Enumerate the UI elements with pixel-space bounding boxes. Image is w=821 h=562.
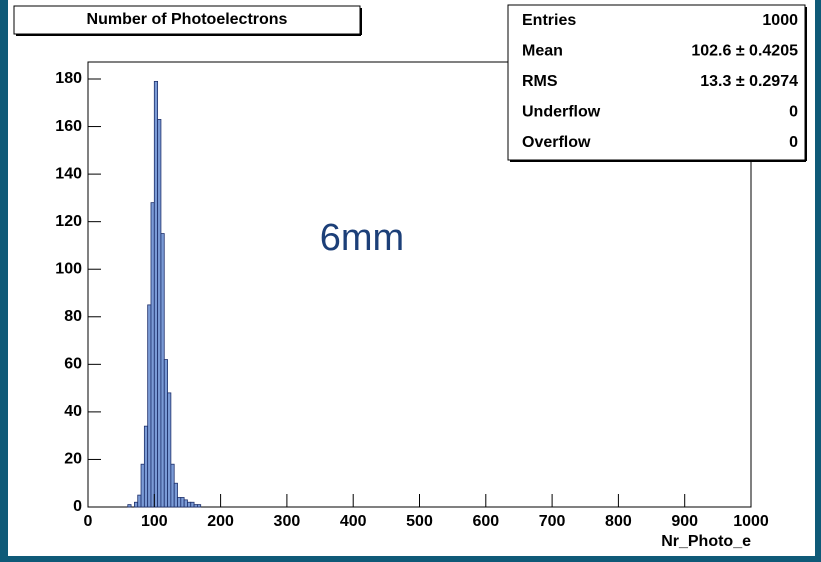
bar	[143, 425, 149, 508]
x-tick-label: 900	[671, 513, 698, 530]
y-tick-label: 80	[64, 308, 82, 325]
x-tick-label: 100	[141, 513, 168, 530]
bar	[134, 501, 139, 508]
bar	[147, 304, 152, 508]
stats-value: 13.3 ± 0.2974	[700, 73, 798, 90]
y-tick-label: 40	[64, 403, 82, 420]
x-tick-label: 500	[406, 513, 433, 530]
x-axis-label: Nr_Photo_e	[661, 533, 751, 550]
bar	[140, 463, 145, 508]
title-box	[13, 5, 361, 35]
x-tick-label: 1000	[733, 513, 769, 530]
bar	[187, 501, 192, 508]
bar	[137, 494, 142, 508]
bar	[170, 463, 175, 508]
y-tick-label: 60	[64, 356, 82, 373]
bar	[150, 202, 155, 508]
stats-value: 0	[789, 104, 798, 121]
stats-label: Overflow	[522, 134, 591, 151]
bar	[173, 482, 178, 508]
bar	[196, 504, 202, 508]
x-tick-label: 600	[472, 513, 499, 530]
y-tick-label: 160	[55, 118, 82, 135]
bar	[193, 504, 198, 508]
y-tick-label: 20	[64, 451, 82, 468]
stats-label: Underflow	[522, 104, 601, 121]
bar	[177, 497, 182, 508]
bar	[127, 504, 132, 508]
annotation: 6mm	[320, 217, 404, 259]
y-tick-label: 180	[55, 70, 82, 87]
stats-box	[507, 4, 806, 161]
stats-value: 1000	[762, 12, 798, 29]
y-tick-label: 100	[55, 260, 82, 277]
bar	[190, 501, 195, 508]
x-tick-label: 400	[340, 513, 367, 530]
stats-value: 102.6 ± 0.4205	[691, 43, 798, 60]
x-tick-label: 700	[539, 513, 566, 530]
x-tick-label: 800	[605, 513, 632, 530]
stats-label: RMS	[522, 73, 558, 90]
x-tick-label: 300	[274, 513, 301, 530]
x-tick-label: 0	[84, 513, 93, 530]
bar	[183, 499, 188, 508]
bar	[157, 119, 162, 508]
bar	[153, 80, 159, 508]
stats-label: Entries	[522, 12, 576, 29]
stats-value: 0	[789, 134, 798, 151]
y-tick-label: 0	[73, 498, 82, 515]
x-tick-label: 200	[207, 513, 234, 530]
stats-label: Mean	[522, 43, 563, 60]
bar	[180, 497, 185, 508]
bar	[167, 392, 172, 508]
bar	[163, 359, 168, 508]
y-tick-label: 120	[55, 213, 82, 230]
chart-title: Number of Photoelectrons	[87, 11, 288, 28]
y-tick-label: 140	[55, 165, 82, 182]
bar	[160, 233, 165, 508]
